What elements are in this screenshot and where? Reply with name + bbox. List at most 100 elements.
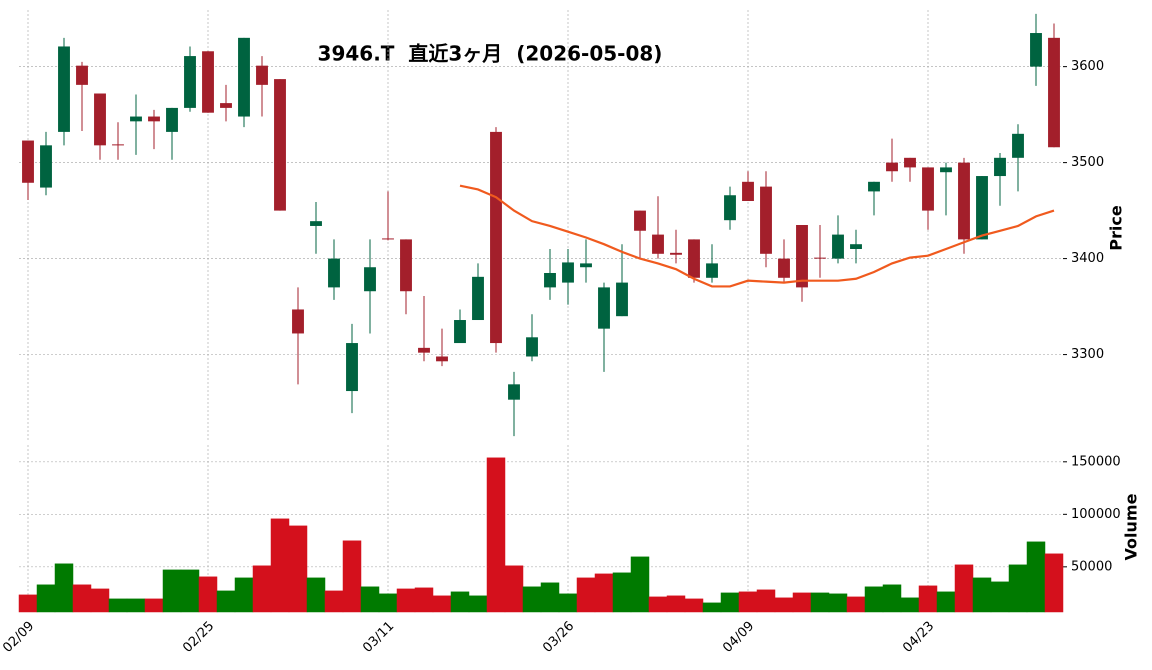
volume-bar	[144, 598, 164, 613]
volume-bar	[198, 576, 218, 613]
candle-body	[184, 56, 196, 108]
candle-body	[922, 167, 934, 211]
volume-bar	[792, 592, 812, 613]
candle-body	[562, 262, 574, 283]
volume-bar	[324, 590, 344, 613]
candle-body	[598, 287, 610, 329]
volume-bar	[432, 595, 452, 613]
volume-bar	[162, 569, 182, 613]
volume-bar	[828, 593, 848, 613]
volume-bar	[900, 597, 920, 613]
volume-bar	[972, 577, 992, 613]
volume-axis-label: Volume	[1122, 493, 1141, 560]
candle-body	[616, 282, 628, 317]
volume-bar	[954, 564, 974, 613]
y-tick-label: 3300	[1071, 347, 1104, 362]
volume-bar	[504, 565, 524, 613]
volume-bar	[720, 592, 740, 613]
volume-bar	[378, 593, 398, 613]
candle-body	[940, 167, 952, 173]
volume-bar	[252, 565, 272, 613]
candle-body	[346, 343, 358, 392]
candle-body	[256, 65, 268, 85]
candle-body	[40, 145, 52, 188]
volume-bar	[450, 591, 470, 613]
candle-body	[310, 221, 322, 226]
candle-body	[148, 116, 160, 122]
moving-average-line	[459, 184, 1055, 288]
y-tick-label: 3600	[1071, 59, 1104, 74]
volume-bar	[756, 589, 776, 613]
candle-body	[400, 239, 412, 292]
candle-body	[814, 257, 826, 259]
candle-body	[724, 195, 736, 221]
volume-bar	[396, 588, 416, 613]
candle-body	[832, 234, 844, 259]
x-tick-label: 03/11	[360, 619, 397, 656]
volume-bar	[288, 525, 308, 613]
candle-body	[328, 258, 340, 288]
candle-body	[418, 347, 430, 353]
candle-body	[796, 225, 808, 288]
volume-bar	[360, 586, 380, 613]
volume-bar	[90, 588, 110, 613]
volume-bar	[882, 584, 902, 613]
candle-body	[544, 272, 556, 288]
candle-body	[22, 140, 34, 183]
candle-body	[238, 37, 250, 117]
x-tick-label: 04/09	[720, 619, 757, 656]
candle-body	[652, 234, 664, 254]
candle-body	[382, 238, 394, 240]
candle-body	[868, 181, 880, 192]
candle-body	[760, 186, 772, 254]
candle-body	[292, 309, 304, 334]
x-tick-label: 02/25	[180, 619, 217, 656]
volume-bar	[738, 591, 758, 613]
candle-body	[904, 157, 916, 168]
volume-bar	[1026, 541, 1046, 613]
candle-body	[976, 176, 988, 240]
candle-body	[634, 210, 646, 231]
candle-body	[994, 157, 1006, 177]
volume-tick-label: 150000	[1071, 454, 1121, 469]
candle-body	[778, 258, 790, 278]
candle-body	[850, 244, 862, 249]
volume-bar	[936, 591, 956, 613]
volume-bar	[180, 569, 200, 613]
volume-bar	[342, 540, 362, 613]
candle-body	[706, 263, 718, 278]
candle-body	[886, 162, 898, 172]
candle-body	[742, 181, 754, 202]
chart-title: 3946.T 直近3ヶ月 (2026-05-08)	[318, 42, 663, 66]
volume-bar	[540, 582, 560, 613]
volume-tick-label: 100000	[1071, 507, 1121, 522]
volume-bar	[612, 572, 632, 613]
candle-body	[436, 356, 448, 362]
volume-bar	[468, 595, 488, 613]
volume-bar	[576, 577, 596, 613]
volume-bar	[864, 586, 884, 613]
volume-bar	[918, 585, 938, 613]
volume-bar	[594, 573, 614, 613]
candle-body	[76, 65, 88, 85]
candle-body	[202, 51, 214, 113]
candle-body	[58, 46, 70, 132]
candle-body	[220, 103, 232, 108]
candle-body	[508, 384, 520, 400]
volume-bar	[630, 556, 650, 613]
x-tick-label: 03/26	[540, 619, 577, 656]
candle-body	[526, 337, 538, 357]
volume-bar	[648, 596, 668, 613]
candle-body	[1012, 133, 1024, 158]
volume-bar	[702, 602, 722, 613]
candle-body	[580, 263, 592, 268]
volume-bar	[846, 596, 866, 613]
volume-bar	[990, 581, 1010, 613]
candle-body	[364, 267, 376, 292]
volume-bar	[126, 598, 146, 613]
y-axis-label: Price	[1107, 205, 1126, 251]
volume-bar	[558, 593, 578, 613]
candle-body	[454, 320, 466, 344]
candle-body	[670, 252, 682, 255]
